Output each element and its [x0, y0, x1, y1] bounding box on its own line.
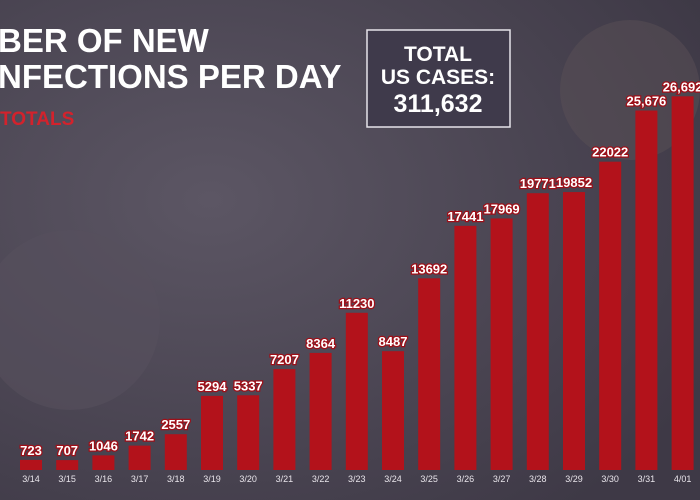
bar: [20, 459, 42, 470]
virus-image: [560, 20, 700, 160]
x-tick-label: 3/24: [384, 474, 402, 484]
bar: [201, 395, 223, 470]
value-label: 26,692: [663, 79, 700, 94]
bar: [164, 434, 187, 470]
bar: [454, 225, 477, 470]
x-tick-label: 3/19: [203, 474, 221, 484]
bar: [273, 369, 296, 470]
total-label: TOTAL: [404, 43, 472, 66]
value-label: 13692: [411, 261, 447, 276]
value-label: 17441: [447, 209, 483, 224]
value-label: 22022: [592, 145, 628, 160]
x-tick-label: 4/01: [674, 474, 692, 484]
value-label: 19771: [520, 176, 556, 191]
x-tick-label: 3/26: [457, 474, 475, 484]
x-tick-label: 3/25: [420, 474, 438, 484]
value-label: 11230: [339, 296, 374, 311]
x-tick-label: 3/31: [638, 474, 656, 484]
bar: [309, 352, 332, 470]
bar: [563, 192, 585, 470]
value-label: 723: [20, 443, 42, 458]
bar: [635, 110, 658, 470]
value-label: 8364: [306, 336, 336, 351]
bar: [382, 351, 404, 470]
bar: [599, 161, 622, 470]
title-line: BER OF NEW: [0, 22, 210, 59]
bar: [671, 96, 694, 470]
x-tick-label: 3/17: [131, 474, 149, 484]
bar: [128, 445, 151, 470]
bar: [92, 455, 115, 470]
x-tick-label: 3/23: [348, 474, 366, 484]
subtitle: TOTALS: [0, 109, 74, 130]
x-tick-label: 3/18: [167, 474, 185, 484]
x-tick-label: 3/14: [22, 474, 40, 484]
value-label: 19852: [556, 175, 592, 190]
bar: [345, 312, 368, 470]
value-label: 5337: [234, 378, 263, 393]
bar: [237, 395, 260, 470]
x-tick-label: 3/30: [601, 474, 619, 484]
value-label: 7207: [270, 352, 299, 367]
bar: [418, 278, 441, 470]
value-label: 25,676: [627, 94, 667, 109]
x-tick-label: 3/21: [276, 474, 294, 484]
x-tick-label: 3/22: [312, 474, 330, 484]
bar: [490, 218, 513, 470]
bar: [526, 193, 549, 470]
value-label: 5294: [198, 379, 228, 394]
value-label: 1046: [89, 438, 118, 453]
virus-image: [0, 230, 160, 410]
value-label: 2557: [161, 417, 190, 432]
x-tick-label: 3/20: [239, 474, 257, 484]
x-tick-label: 3/15: [58, 474, 76, 484]
value-label: 17969: [484, 201, 520, 216]
value-label: 8487: [379, 334, 408, 349]
x-tick-label: 3/27: [493, 474, 511, 484]
value-label: 707: [56, 443, 78, 458]
x-tick-label: 3/29: [565, 474, 583, 484]
title-line: NFECTIONS PER DAY: [0, 58, 342, 95]
bar: [56, 460, 79, 470]
x-tick-label: 3/16: [95, 474, 113, 484]
total-box: [366, 29, 511, 128]
x-tick-label: 3/28: [529, 474, 547, 484]
total-label: US CASES:: [381, 66, 495, 89]
total-value: 311,632: [394, 90, 483, 118]
value-label: 1742: [125, 429, 154, 444]
